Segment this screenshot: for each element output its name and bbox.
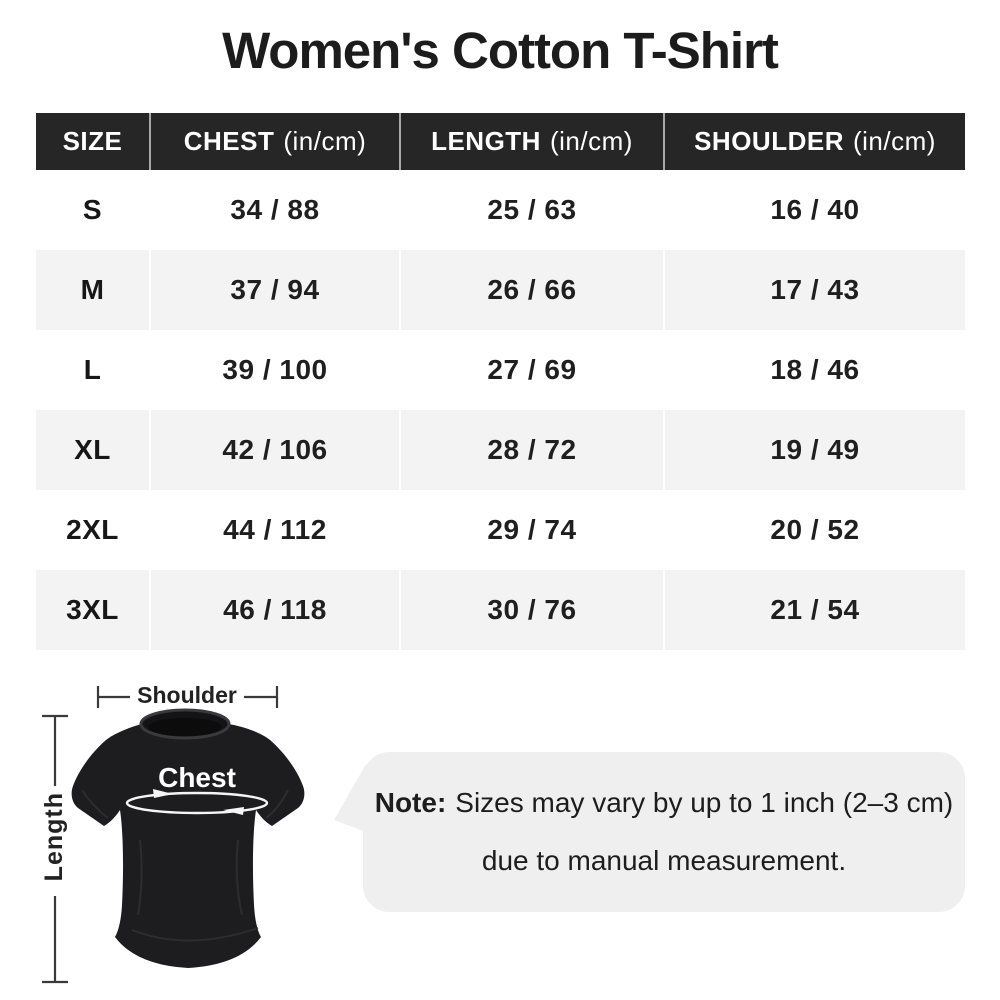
col-header-length: LENGTH (in/cm)	[399, 113, 664, 170]
size-cell: L	[83, 354, 102, 385]
size-cell: 2XL	[66, 514, 119, 545]
chest-cell: 34 / 88	[149, 170, 400, 250]
length-cell: 26 / 66	[399, 250, 664, 330]
size-cell: S	[82, 194, 103, 225]
chest-cell: 46 / 118	[149, 570, 400, 650]
table-row: 3XL 46 / 118 30 / 76 21 / 54	[36, 570, 965, 650]
shoulder-cell: 20 / 52	[663, 490, 965, 570]
col-header-size: SIZE	[36, 113, 150, 170]
chest-arrow-right	[153, 789, 173, 798]
collar-opening	[148, 718, 222, 736]
size-cell: 3XL	[36, 570, 150, 650]
col-label-size: SIZE	[62, 126, 123, 156]
chest-cell: 39 / 100	[149, 330, 400, 410]
shoulder-cell: 16 / 40	[663, 170, 965, 250]
header-row: SIZE CHEST (in/cm) LENGTH (in/cm) SHOULDER…	[36, 113, 965, 170]
tshirt-illustration	[71, 708, 305, 968]
shoulder-cell: 19 / 49	[663, 410, 965, 490]
chest-measure-ellipse	[125, 789, 269, 815]
size-table-body: S 34 / 88 25 / 63 16 / 40 M 37 / 94 26 / 66 17 …	[36, 170, 965, 650]
size-cell: M	[36, 250, 150, 330]
shoulder-cell: 17 / 43	[663, 250, 965, 330]
chest-cell: 37 / 94	[149, 250, 400, 330]
chest-cell: 44 / 112	[149, 490, 400, 570]
chest-label: Chest	[158, 762, 236, 793]
page-title: Women's Cotton T-Shirt	[222, 22, 779, 79]
measurement-diagram	[42, 686, 305, 984]
chest-arrow-left	[223, 807, 244, 815]
table-row: L 39 / 100 27 / 69 18 / 46	[36, 330, 965, 410]
shoulder-label: Shoulder	[137, 682, 237, 708]
length-cell: 28 / 72	[399, 410, 664, 490]
col-label-length: LENGTH	[431, 126, 541, 156]
length-cell: 29 / 74	[399, 490, 664, 570]
col-unit-chest: (in/cm)	[283, 126, 367, 156]
note-prefix: Note:	[374, 787, 447, 818]
size-table-header: SIZE CHEST (in/cm) LENGTH (in/cm) SHOULDER…	[36, 113, 965, 170]
note-bubble: Note: Sizes may vary by up to 1 inch (2–3…	[363, 752, 965, 912]
note-line-2: due to manual measurement.	[481, 845, 847, 876]
size-cell: XL	[36, 410, 150, 490]
length-cell: 30 / 76	[399, 570, 664, 650]
shoulder-cell: 18 / 46	[663, 330, 965, 410]
col-header-shoulder: SHOULDER (in/cm)	[663, 113, 965, 170]
chest-cell: 42 / 106	[149, 410, 400, 490]
length-label: Length	[40, 792, 68, 882]
length-cell: 27 / 69	[399, 330, 664, 410]
table-row: M 37 / 94 26 / 66 17 / 43	[36, 250, 965, 330]
fabric-folds	[81, 789, 289, 942]
table-row: XL 42 / 106 28 / 72 19 / 49	[36, 410, 965, 490]
table-row: S 34 / 88 25 / 63 16 / 40	[36, 170, 965, 250]
shoulder-measure-line	[96, 686, 279, 708]
length-measure-line	[42, 714, 68, 984]
size-table: SIZE CHEST (in/cm) LENGTH (in/cm) SHOULDER…	[36, 113, 965, 650]
note-bubble-tail	[334, 764, 366, 832]
note-line-1: Note: Sizes may vary by up to 1 inch (2–3…	[375, 787, 954, 819]
col-unit-shoulder: (in/cm)	[852, 126, 936, 156]
col-label-shoulder: SHOULDER	[694, 126, 844, 156]
col-header-chest: CHEST (in/cm)	[149, 113, 400, 170]
col-label-chest: CHEST	[183, 126, 275, 156]
shoulder-cell: 21 / 54	[663, 570, 965, 650]
col-unit-length: (in/cm)	[549, 126, 633, 156]
note-text-1: Sizes may vary by up to 1 inch (2–3 cm)	[455, 787, 954, 818]
table-row: 2XL 44 / 112 29 / 74 20 / 52	[36, 490, 965, 570]
length-cell: 25 / 63	[399, 170, 664, 250]
